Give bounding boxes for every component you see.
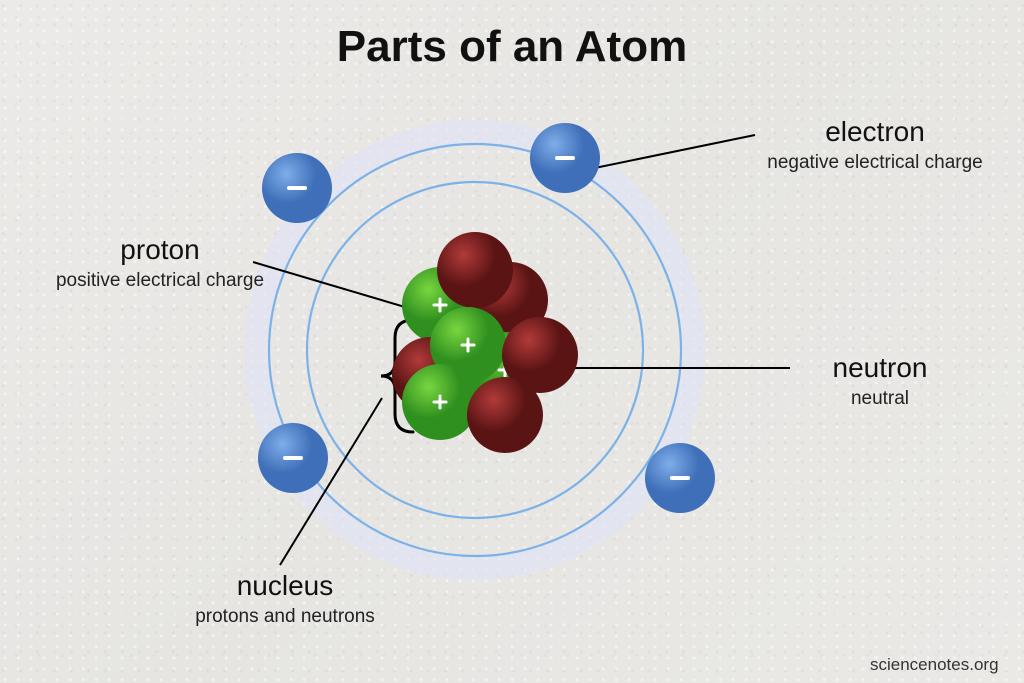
leader-electron: [585, 135, 755, 170]
label-electron-title: electron: [760, 116, 990, 148]
label-neutron-sub: neutral: [790, 388, 970, 410]
label-neutron: neutron neutral: [790, 352, 970, 410]
electron-particle: [645, 443, 715, 513]
label-proton-title: proton: [55, 234, 265, 266]
neutron-particle: [467, 377, 543, 453]
electron-particle: [530, 123, 600, 193]
atom-svg: [0, 0, 1024, 683]
electron-particle: [262, 153, 332, 223]
label-proton: proton positive electrical charge: [55, 234, 265, 292]
label-nucleus-title: nucleus: [185, 570, 385, 602]
attribution-text: sciencenotes.org: [870, 655, 999, 675]
electron-particle: [258, 423, 328, 493]
label-electron-sub: negative electrical charge: [760, 152, 990, 174]
label-nucleus: nucleus protons and neutrons: [185, 570, 385, 628]
neutron-particle: [437, 232, 513, 308]
proton-particle: [402, 364, 478, 440]
label-nucleus-sub: protons and neutrons: [185, 606, 385, 628]
label-proton-sub: positive electrical charge: [55, 270, 265, 292]
label-neutron-title: neutron: [790, 352, 970, 384]
diagram-stage: Parts of an Atom electron negative elect…: [0, 0, 1024, 683]
label-electron: electron negative electrical charge: [760, 116, 990, 174]
